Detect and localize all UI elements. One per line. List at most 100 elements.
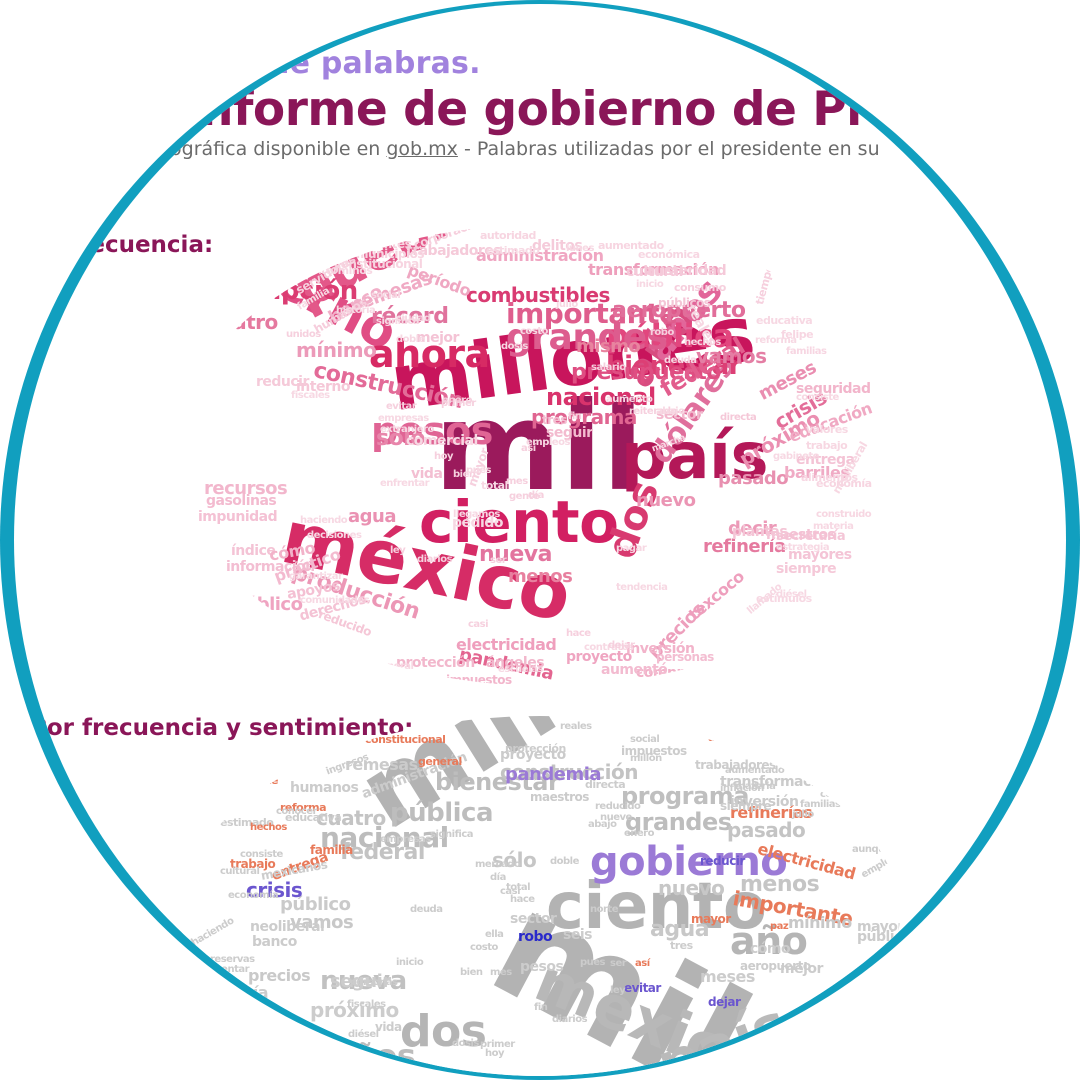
sentiment-cloud-word: autoridad [708, 731, 764, 744]
sentiment-cloud-word: mayor [691, 912, 731, 926]
frequency-cloud-word: llegamos [453, 509, 500, 520]
frequency-cloud-word: menos [508, 566, 573, 587]
frequency-cloud-word: cuatro [208, 310, 278, 334]
sentiment-cloud-word: diarios [552, 1014, 588, 1025]
frequency-cloud-word: índice [231, 543, 276, 559]
sentiment-cloud-word: estimado [220, 816, 274, 829]
frequency-cloud-word: nuevo [636, 490, 696, 511]
frequency-cloud-word: pesos [371, 409, 493, 453]
sentiment-cloud-word: transformación [720, 774, 834, 790]
sentiment-cloud-word: seguir [330, 971, 391, 992]
frequency-cloud-word: trabajadores [406, 243, 502, 259]
frequency-cloud-word: historia [336, 305, 376, 316]
frequency-cloud-word: públicos [658, 296, 711, 310]
sentiment-cloud-word: humanos [290, 780, 359, 796]
sentiment-cloud-word: banco [252, 934, 297, 950]
frequency-cloud-word: valores [806, 423, 848, 436]
frequency-cloud-word: unidos [286, 329, 321, 340]
frequency-cloud-word: gente [509, 491, 540, 502]
frequency-cloud-word: así [521, 443, 536, 454]
frequency-cloud-word: nacional [546, 383, 656, 411]
sentiment-cloud-word: meses [700, 967, 755, 986]
sentiment-cloud-word: vida [375, 1020, 402, 1034]
sentiment-cloud-word: cultural [220, 866, 260, 877]
frequency-cloud-word: vamos [696, 344, 767, 368]
sentiment-cloud-word: nueva [320, 966, 407, 996]
frequency-cloud-word: pedido [452, 515, 503, 531]
sentiment-cloud-word: trabajadores [695, 758, 776, 772]
frequency-cloud-word: primer [441, 398, 476, 409]
section-frequency-label: recuencia: [78, 232, 214, 258]
frequency-cloud-word: inversión [626, 641, 695, 657]
frequency-cloud-word: evitar [386, 401, 417, 412]
sentiment-cloud-word: total [506, 882, 531, 893]
frequency-cloud-word: plantas [732, 524, 788, 540]
frequency-cloud-word: país [621, 420, 769, 494]
frequency-cloud-word: interno [296, 379, 350, 395]
sentiment-cloud-word: pública [390, 798, 494, 828]
frequency-cloud-word: tiempo [753, 263, 777, 307]
frequency-cloud-word: consiste [796, 392, 839, 403]
frequency-cloud-word: ángeles [486, 655, 545, 671]
sentiment-cloud-word: mayores [857, 919, 900, 935]
frequency-cloud-word: transformación [588, 260, 719, 279]
frequency-cloud-word: familias [786, 346, 827, 357]
source-link[interactable]: gob.mx [386, 138, 458, 160]
sentiment-cloud-word: menos [740, 872, 820, 897]
frequency-cloud-word: aeropuerto [612, 298, 746, 323]
frequency-cloud-word: haciendo [300, 515, 348, 526]
frequency-cloud-word: día [528, 490, 544, 501]
frequency-cloud-word: términos [321, 264, 373, 277]
sentiment-cloud-word: haciendo [189, 915, 236, 949]
frequency-cloud-word: materia [813, 521, 854, 532]
frequency-cloud-word: mil [434, 376, 644, 518]
sentiment-cloud-word: bienestar [435, 768, 560, 796]
frequency-cloud-word: abajo [656, 406, 685, 417]
frequency-cloud-word: entrega [796, 452, 855, 468]
frequency-cloud-word: aumentó [601, 662, 668, 678]
frequency-cloud-word: decir [728, 518, 777, 539]
frequency-cloud-word: contratos [584, 642, 634, 653]
sentiment-cloud-word: ley [610, 985, 626, 996]
frequency-cloud-word: protección [396, 655, 475, 671]
frequency-cloud-word: empresas [378, 413, 429, 424]
sentiment-cloud-word: consiste [240, 849, 283, 860]
sentiment-cloud-word: nuevo [658, 876, 725, 900]
frequency-cloud-word: pues [466, 465, 492, 476]
frequency-cloud-word: ciento [419, 488, 619, 556]
sentiment-cloud-word: tres [670, 939, 693, 952]
frequency-cloud-word: reiterado [629, 406, 677, 417]
sentiment-cloud-word: reservas [210, 954, 255, 965]
frequency-cloud-word: mínimo [296, 338, 377, 362]
sentiment-cloud-word: cuatro [316, 806, 386, 830]
sentiment-cloud-word: diésel [348, 1029, 379, 1040]
frequency-cloud-word: ingresos [440, 682, 485, 687]
frequency-cloud-word: gasolinas [206, 493, 277, 509]
frequency-cloud-word: recursos [204, 478, 288, 499]
sentiment-cloud-word: impuestos [621, 744, 687, 758]
frequency-cloud-word: trabajo [806, 439, 848, 452]
sentiment-cloud-word: bien [460, 967, 483, 978]
frequency-cloud-word: aumentado [598, 239, 664, 252]
sentiment-cloud-word: día [490, 872, 506, 883]
frequency-cloud-word: inicio [636, 279, 664, 290]
sentiment-cloud-word: aeropuerto [740, 959, 811, 973]
sentiment-cloud-word: neoliberal [250, 919, 325, 935]
frequency-cloud-word: austeridad [646, 263, 727, 279]
frequency-cloud-word: importante [506, 297, 678, 330]
frequency-cloud-word: ahora [369, 332, 490, 376]
sentiment-cloud-word: economía [228, 890, 279, 901]
sentiment-cloud-word: sector [510, 911, 557, 927]
sentiment-cloud-word: deuda [410, 904, 443, 915]
sentiment-cloud-word: seis [563, 927, 592, 943]
sentiment-cloud-word: familia [310, 843, 353, 857]
sentiment-cloud-word: hechos [250, 822, 287, 833]
sentiment-cloud-word: directa [585, 778, 626, 791]
frequency-cloud-word: salario [591, 362, 626, 373]
sentiment-cloud-word: comunidades [820, 789, 890, 800]
sentiment-cloud-word: dejar [708, 995, 741, 1009]
frequency-cloud-word: diarios [417, 554, 453, 565]
frequency-cloud-word: reforma [755, 335, 797, 346]
section-sentiment-label: Por frecuencia y sentimiento: [30, 715, 414, 741]
frequency-cloud-word: felipe [781, 328, 814, 341]
